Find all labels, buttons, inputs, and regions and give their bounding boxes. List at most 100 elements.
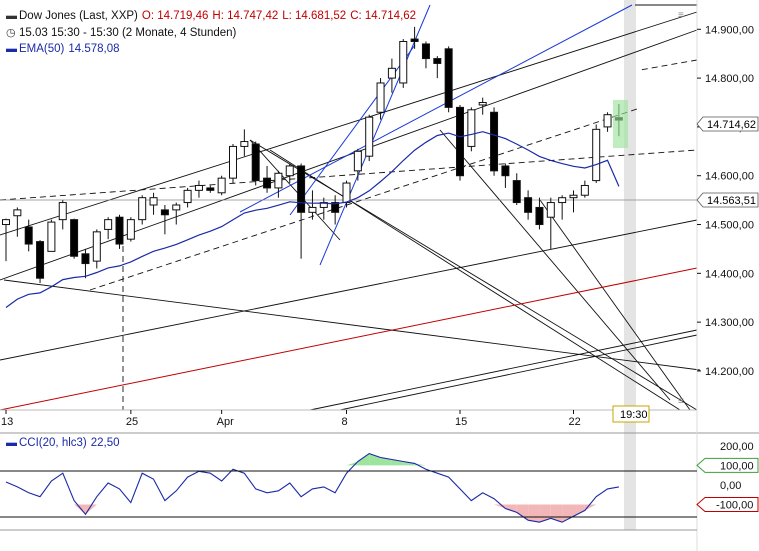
time-axis: 13 25 Apr 8 15 22 (1, 410, 581, 428)
candle-down[interactable] (512, 180, 521, 204)
last-price-label: 14.714,62 (696, 116, 759, 132)
cci-tick-label: 100,00 (720, 460, 754, 472)
time-tick-label: 22 (569, 416, 581, 428)
candle-up[interactable] (172, 204, 181, 211)
candle-up[interactable] (47, 221, 56, 252)
candle-down[interactable] (251, 143, 260, 182)
candle-down[interactable] (433, 58, 442, 64)
cci-overbought-fill (357, 453, 370, 466)
candle-up[interactable] (478, 102, 487, 106)
price-tick-label: 14.400,00 (705, 268, 754, 280)
candle-up[interactable] (558, 197, 567, 204)
scroll-down-icon[interactable]: ≡ (678, 396, 684, 407)
cci-value: 22,50 (90, 437, 120, 449)
collapse-icon[interactable]: ▬ (6, 9, 17, 22)
candle-down[interactable] (456, 106, 464, 177)
candle-down[interactable] (490, 111, 499, 172)
candle-up[interactable] (365, 116, 374, 157)
candle-down[interactable] (160, 209, 169, 216)
cci-oversold-fill (505, 504, 517, 513)
candle-up[interactable] (92, 231, 101, 262)
dashed-trendlines (0, 59, 698, 410)
candle-up[interactable] (149, 197, 158, 206)
last-candle-highlight (613, 100, 628, 148)
price-tick-label: 14.900,00 (705, 24, 754, 36)
cci-line-icon: ▬ (6, 436, 17, 449)
cci-oversold-fill (550, 504, 563, 523)
cci-oversold-fill (516, 504, 529, 521)
clock-icon: ◷ (6, 26, 16, 39)
candle-up[interactable] (592, 128, 601, 182)
candle-down[interactable] (115, 216, 124, 245)
time-tick-label: 25 (126, 416, 138, 428)
cci-tick-label: 0,00 (720, 480, 741, 492)
candle-up[interactable] (126, 219, 135, 240)
candle-up[interactable] (546, 202, 555, 218)
candle-down[interactable] (444, 48, 453, 108)
open-value: O: 14.719,46 (141, 10, 209, 22)
candle-down[interactable] (535, 206, 544, 226)
scroll-up-icon[interactable]: ≡ (678, 10, 684, 21)
candle-up[interactable] (104, 219, 113, 230)
candle-up[interactable] (194, 184, 203, 191)
candle-up[interactable] (603, 114, 612, 128)
candle-down[interactable] (36, 241, 45, 279)
cci-tick-label: 200,00 (720, 441, 754, 453)
candle-up[interactable] (138, 197, 147, 221)
candle-down[interactable] (331, 202, 340, 213)
candle-down[interactable] (297, 165, 306, 213)
candle-down[interactable] (24, 226, 33, 245)
time-tick-label: 13 (1, 416, 13, 428)
candle-up[interactable] (58, 202, 67, 221)
cci-oversold-fill (528, 504, 540, 523)
ema-label: EMA(50) (19, 43, 65, 55)
price-tick-label: 14.500,00 (705, 220, 754, 232)
candle-up[interactable] (229, 145, 237, 179)
ema-line (5, 131, 620, 308)
candle-up[interactable] (399, 40, 408, 84)
candle-down[interactable] (421, 43, 430, 60)
candle-up[interactable] (580, 184, 589, 196)
candle-up[interactable] (308, 206, 317, 213)
cci-label: CCI(20, hlc3) (19, 437, 87, 449)
instrument-name: Dow Jones (Last, XXP) (19, 10, 138, 22)
candle-down[interactable] (263, 177, 272, 189)
low-value: L: 14.681,52 (282, 10, 347, 22)
ema-line-icon: ▬ (6, 42, 17, 55)
candle-up[interactable] (342, 182, 351, 204)
candle-up[interactable] (2, 219, 10, 226)
red-trendline (0, 267, 698, 411)
candle-up[interactable] (274, 172, 283, 189)
candle-down[interactable] (501, 165, 510, 177)
candle-up[interactable] (240, 141, 249, 147)
candle-down[interactable] (81, 253, 90, 265)
candle-up[interactable] (467, 109, 476, 147)
candle-up[interactable] (183, 189, 192, 204)
cci-line (5, 452, 619, 523)
candle-up[interactable] (569, 194, 578, 199)
price-tick-label: 14.300,00 (705, 317, 754, 329)
candles (2, 26, 623, 284)
candle-down[interactable] (206, 187, 215, 191)
ema-value: 14.578,08 (68, 43, 120, 55)
time-cursor (624, 0, 636, 530)
candle-down[interactable] (70, 219, 79, 257)
candle-up[interactable] (13, 209, 22, 217)
candle-up[interactable] (285, 165, 294, 177)
candle-down[interactable] (524, 197, 533, 213)
cci-panel (5, 452, 619, 523)
candle-up[interactable] (353, 150, 362, 172)
cci-oversold-fill (584, 504, 597, 511)
candle-up[interactable] (217, 177, 226, 194)
time-cursor-label: 19:30 (612, 405, 650, 423)
candle-up[interactable] (387, 67, 396, 79)
candle-up[interactable] (376, 82, 385, 113)
svg-text:14.714,62: 14.714,62 (707, 119, 756, 131)
price-tick-label: 14.600,00 (705, 171, 754, 183)
cci-tick-label: -100,00 (716, 500, 753, 512)
time-tick-label: Apr (217, 416, 234, 428)
cci-overbought-fill (391, 459, 404, 466)
candle-down[interactable] (410, 38, 419, 42)
cci-oversold-fill (539, 504, 551, 523)
